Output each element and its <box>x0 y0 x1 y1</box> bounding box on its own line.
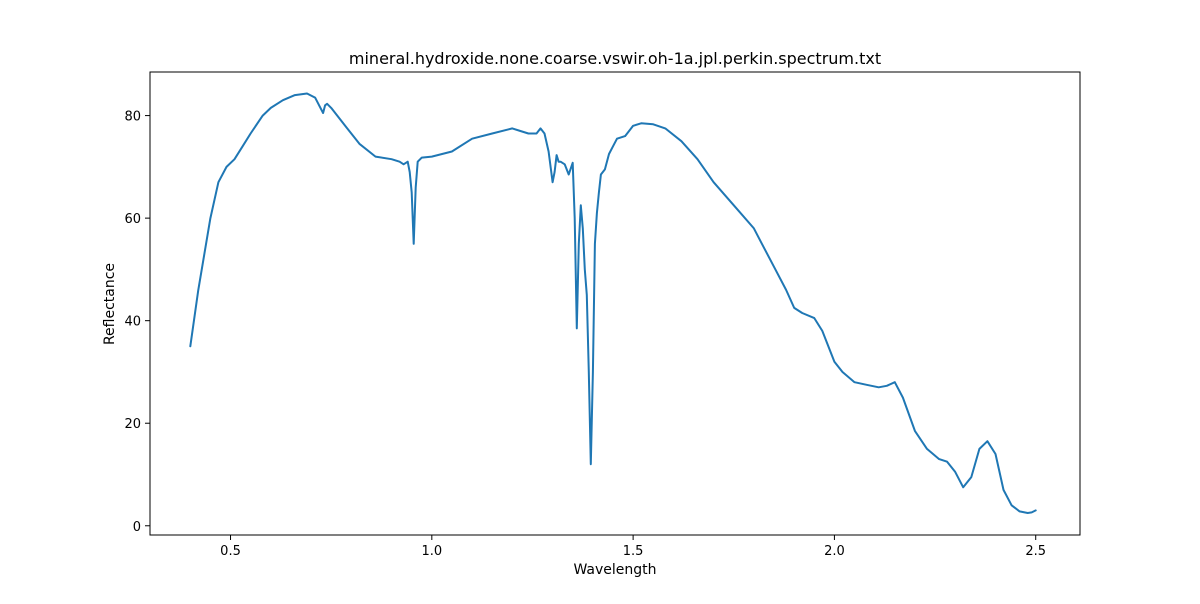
y-axis-label: Reflectance <box>102 263 118 345</box>
plot-area <box>189 92 1037 514</box>
chart-title: mineral.hydroxide.none.coarse.vswir.oh-1… <box>349 49 881 68</box>
x-axis-label: Wavelength <box>573 562 656 578</box>
y-tick-label: 80 <box>124 110 141 125</box>
x-tick-label: 1.5 <box>623 544 644 559</box>
y-axis: 0 20 40 60 80 <box>124 110 150 535</box>
x-axis: 0.5 1.0 1.5 2.0 2.5 <box>220 535 1046 559</box>
y-tick-label: 0 <box>133 520 141 535</box>
x-tick-label: 0.5 <box>220 544 241 559</box>
y-tick-label: 60 <box>124 212 141 227</box>
spectrum-line <box>189 92 1037 514</box>
x-tick-label: 2.0 <box>824 544 845 559</box>
x-tick-label: 1.0 <box>421 544 442 559</box>
y-tick-label: 40 <box>124 315 141 330</box>
y-tick-label: 20 <box>124 417 141 432</box>
axes-frame <box>149 71 1081 536</box>
x-tick-label: 2.5 <box>1025 544 1046 559</box>
